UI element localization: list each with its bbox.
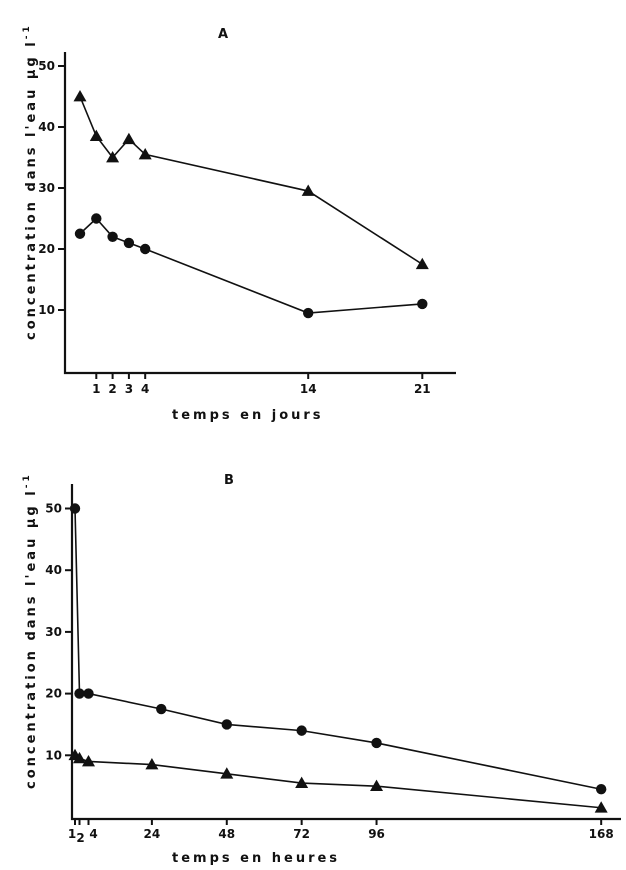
panel-a-y-tick-label: 50 <box>38 59 55 73</box>
panel-b-x-ticks: 1 2 4 24 48 72 96 168 <box>68 819 614 845</box>
panel-b-triangle-marker <box>73 751 86 764</box>
panel-b-series <box>68 503 608 813</box>
panel-a-series <box>73 90 429 319</box>
panel-a-y-tick-label: 40 <box>38 120 55 134</box>
panel-b-circle-marker <box>83 688 94 699</box>
panel-a-circle-marker <box>303 307 314 319</box>
panel-b-x-tick-label: 24 <box>144 827 161 841</box>
panel-a-circle-marker <box>107 231 118 242</box>
panel-a-triangle-marker <box>73 90 87 102</box>
panel-a-triangle-marker <box>106 151 120 163</box>
panel-a-circle-marker <box>140 243 151 255</box>
panel-a-y-axis-title-exponent: -1 <box>22 23 32 39</box>
panel-b-triangle-marker <box>220 767 234 779</box>
panel-a-x-axis-title: temps en jours <box>172 408 324 423</box>
panel-b-y-tick-label: 10 <box>45 748 62 762</box>
panel-b-x-tick-label: 48 <box>218 827 235 841</box>
panel-b-circle-marker <box>221 719 232 730</box>
panel-b-series-circle-line <box>74 508 602 791</box>
panel-a-y-ticks: 10 20 30 40 50 <box>38 59 65 317</box>
panel-a-triangle-marker <box>415 257 429 270</box>
panel-a-x-ticks: 1 2 3 4 14 21 <box>92 373 431 396</box>
panel-b-y-tick-label: 20 <box>45 687 62 701</box>
panel-b-triangle-marker <box>82 754 95 767</box>
panel-a-series-circle-line <box>79 217 423 314</box>
panel-a-triangle-marker <box>138 147 152 160</box>
panel-a-y-tick-label: 20 <box>38 242 55 256</box>
panel-b-x-tick-label: 1 <box>68 827 76 841</box>
panel-a-y-axis-title-text: concentration dans l'eau µg l <box>24 39 39 340</box>
panel-a-circle-marker <box>91 213 102 224</box>
panel-b-x-tick-label: 96 <box>368 827 385 841</box>
panel-a-x-tick-label: 4 <box>141 382 149 396</box>
panel-a-circle-marker <box>417 298 428 310</box>
panel-b-circle-marker <box>371 737 382 749</box>
panel-b-y-ticks: 10 20 30 40 50 <box>45 502 72 762</box>
panel-a-triangle-marker <box>89 129 103 142</box>
panel-b-x-tick-label: 168 <box>589 827 614 841</box>
panel-b-x-tick-label: 2 <box>76 831 84 845</box>
panel-b-y-axis-title-text: concentration dans l'eau µg l <box>24 488 39 789</box>
panel-b-circle-marker <box>296 725 307 736</box>
panel-a: A 10 20 30 40 50 1 2 3 4 14 21 temps en jours con… <box>22 23 456 423</box>
panel-b-y-tick-label: 50 <box>45 502 62 516</box>
panel-b-y-axis-title-exponent: -1 <box>22 472 32 488</box>
panel-a-triangle-marker <box>301 184 315 196</box>
panel-b-triangle-marker <box>145 758 159 770</box>
panel-b-circle-marker <box>74 688 85 699</box>
panel-b-circle-marker <box>595 784 607 795</box>
panel-a-x-tick-label: 3 <box>125 382 133 396</box>
panel-a-y-axis-title: concentration dans l'eau µg l-1 <box>22 23 39 340</box>
panel-a-circle-marker <box>123 237 135 249</box>
panel-b-circle-marker <box>69 503 81 514</box>
panel-b-triangle-marker <box>295 776 309 788</box>
panel-a-x-tick-label: 14 <box>300 382 317 396</box>
panel-a-x-tick-label: 1 <box>92 382 100 396</box>
panel-b-triangle-marker <box>594 801 608 813</box>
panel-b-circle-marker <box>156 703 167 715</box>
panel-a-circle-marker <box>74 228 86 239</box>
panel-b-letter: B <box>224 473 234 488</box>
panel-b-triangle-marker <box>370 779 384 792</box>
panel-b-y-tick-label: 40 <box>45 563 62 577</box>
panel-a-x-tick-label: 21 <box>414 382 431 396</box>
panel-b-x-tick-label: 72 <box>293 827 310 841</box>
panel-a-y-tick-label: 30 <box>38 181 55 195</box>
panel-b-x-axis-title: temps en heures <box>172 851 340 866</box>
panel-b-axes <box>70 484 621 821</box>
panel-a-y-tick-label: 10 <box>38 303 55 317</box>
panel-a-x-tick-label: 2 <box>108 382 116 396</box>
panel-a-triangle-marker <box>122 132 136 145</box>
panel-a-letter: A <box>218 27 228 42</box>
panel-b-x-tick-label: 4 <box>89 827 97 841</box>
panel-b-y-axis-title: concentration dans l'eau µg l-1 <box>22 472 39 789</box>
panel-a-axes <box>63 52 456 375</box>
panel-b-y-tick-label: 30 <box>45 625 62 639</box>
